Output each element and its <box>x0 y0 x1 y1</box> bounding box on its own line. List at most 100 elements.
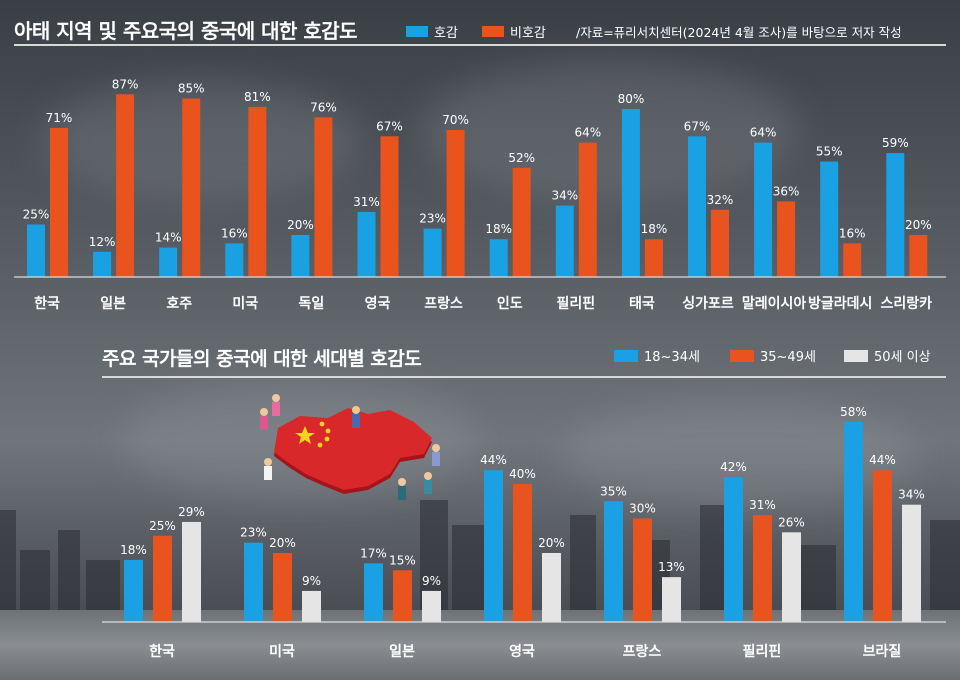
bar-age-group-0 <box>724 477 743 622</box>
bar-age-group-1 <box>153 535 172 622</box>
bottom-chart-title: 주요 국가들의 중국에 대한 세대별 호감도 <box>102 348 422 370</box>
bar-unfavorable <box>50 127 68 278</box>
bar-age-group-2 <box>302 590 321 622</box>
data-label: 15% <box>389 553 416 567</box>
bar-unfavorable <box>711 209 729 277</box>
bar-unfavorable <box>578 142 597 277</box>
legend-age-50-plus: 50세 이상 <box>844 346 931 365</box>
data-label: 16% <box>221 226 248 240</box>
bar-unfavorable <box>909 235 928 277</box>
bar-favorable <box>291 235 310 277</box>
data-label: 44% <box>869 453 896 467</box>
data-label: 13% <box>658 560 685 574</box>
bar-favorable <box>886 153 905 277</box>
data-label: 12% <box>89 235 116 249</box>
data-label: 76% <box>310 100 337 114</box>
bar-favorable <box>225 243 244 277</box>
bar-favorable <box>820 161 839 277</box>
data-label: 20% <box>287 218 314 232</box>
bar-age-group-1 <box>753 515 772 622</box>
data-label: 67% <box>684 119 711 133</box>
bar-unfavorable <box>248 106 267 278</box>
legend-favorable-swatch <box>406 26 428 37</box>
data-label: 58% <box>840 405 867 419</box>
category-label: 일본 <box>100 296 126 312</box>
data-label: 85% <box>178 82 205 96</box>
legend-favorable: 호감 <box>406 22 458 41</box>
data-label: 59% <box>882 136 909 150</box>
data-label: 32% <box>707 193 734 207</box>
bar-age-group-2 <box>422 590 441 622</box>
data-label: 29% <box>178 505 205 519</box>
data-label: 70% <box>442 113 469 127</box>
data-label: 18% <box>485 222 512 236</box>
data-label: 36% <box>773 184 800 198</box>
category-label: 독일 <box>299 296 325 312</box>
data-label: 81% <box>244 90 271 104</box>
bar-unfavorable <box>380 136 399 277</box>
category-label: 프랑스 <box>623 644 662 660</box>
bar-age-group-0 <box>124 559 143 622</box>
data-label: 17% <box>360 546 387 560</box>
category-label: 말레이시아 <box>742 295 807 312</box>
data-label: 26% <box>778 515 805 529</box>
bar-age-group-0 <box>604 501 623 622</box>
data-label: 52% <box>508 151 535 165</box>
bar-favorable <box>688 136 706 277</box>
bar-unfavorable <box>644 239 663 277</box>
category-label: 영국 <box>509 643 535 660</box>
bar-age-group-1 <box>273 553 292 622</box>
bar-favorable <box>357 211 376 277</box>
data-label: 30% <box>629 502 656 516</box>
bar-favorable <box>754 142 773 277</box>
legend-age-18-34: 18~34세 <box>614 346 700 365</box>
china-map-illustration <box>260 394 440 500</box>
legend-age-18-34-swatch <box>614 349 638 362</box>
bar-age-group-1 <box>633 518 652 622</box>
legend-unfavorable-swatch <box>482 26 504 37</box>
bar-age-group-2 <box>782 532 801 622</box>
people-figures <box>260 394 440 500</box>
bar-favorable <box>489 239 508 277</box>
top-bar-chart: 25% 71% 한국 12% 87% 일본 14% 85% 호주 16% 81% 미국 20% 76% 독일… <box>14 77 946 312</box>
bar-age-group-1 <box>393 570 412 622</box>
bar-favorable <box>93 251 112 277</box>
top-divider <box>14 44 946 46</box>
category-label: 인도 <box>497 295 523 312</box>
category-label: 미국 <box>232 296 258 312</box>
bar-age-group-0 <box>484 470 503 622</box>
legend-unfavorable-label: 비호감 <box>510 26 546 41</box>
category-label: 일본 <box>389 644 415 660</box>
data-label: 67% <box>376 119 403 133</box>
legend-age-35-49-swatch <box>730 349 754 362</box>
category-label: 방글라데시 <box>808 295 872 312</box>
data-label: 87% <box>112 77 139 91</box>
category-label: 미국 <box>269 644 295 660</box>
category-label: 한국 <box>149 644 175 660</box>
star-icon <box>295 421 331 448</box>
source-note: /자료=퓨리서치센터(2024년 4월 조사)를 바탕으로 저자 작성 <box>576 25 902 40</box>
data-label: 40% <box>509 467 536 481</box>
category-label: 한국 <box>34 296 60 312</box>
legend-age-35-49-label: 35~49세 <box>760 350 816 365</box>
legend-age-18-34-label: 18~34세 <box>644 350 700 365</box>
data-label: 31% <box>749 498 776 512</box>
data-label: 34% <box>898 488 925 502</box>
bar-age-group-2 <box>902 504 921 622</box>
bottom-divider <box>102 376 946 378</box>
data-label: 64% <box>574 126 601 140</box>
category-label: 호주 <box>166 296 192 312</box>
bar-favorable <box>555 205 574 277</box>
data-label: 16% <box>839 226 866 240</box>
bar-unfavorable <box>777 201 796 277</box>
data-label: 80% <box>618 92 645 106</box>
legend-unfavorable: 비호감 <box>482 22 546 41</box>
bar-favorable <box>423 228 442 277</box>
data-label: 20% <box>905 218 932 232</box>
data-label: 9% <box>422 574 441 588</box>
bar-age-group-0 <box>844 421 863 622</box>
category-label: 필리핀 <box>743 643 782 660</box>
category-label: 프랑스 <box>424 296 463 312</box>
data-label: 14% <box>155 231 182 245</box>
